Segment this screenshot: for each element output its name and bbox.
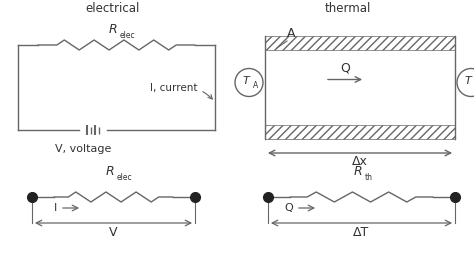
Text: Q: Q <box>340 61 350 74</box>
Text: A: A <box>253 81 258 90</box>
Text: I: I <box>54 203 57 213</box>
Text: T: T <box>465 76 471 86</box>
Text: R: R <box>105 165 114 178</box>
Text: ΔT: ΔT <box>354 226 370 239</box>
Text: R: R <box>353 165 362 178</box>
Text: Δx: Δx <box>352 155 368 168</box>
Bar <box>265 36 455 50</box>
Text: R: R <box>108 23 117 36</box>
Text: Q: Q <box>284 203 293 213</box>
Text: T: T <box>243 76 249 86</box>
Text: A: A <box>287 27 295 40</box>
Text: elec: elec <box>119 31 135 40</box>
Text: thermal: thermal <box>325 2 371 15</box>
Bar <box>265 125 455 139</box>
Text: I, current: I, current <box>150 83 212 99</box>
Text: V: V <box>109 226 118 239</box>
Text: V, voltage: V, voltage <box>55 144 111 154</box>
Text: elec: elec <box>117 173 132 182</box>
Text: th: th <box>365 173 373 182</box>
Text: electrical: electrical <box>86 2 140 15</box>
